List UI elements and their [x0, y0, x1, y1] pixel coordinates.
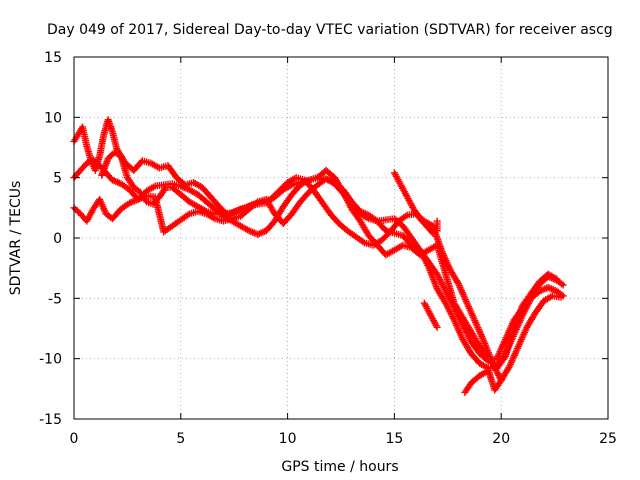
- data-point: [433, 323, 441, 331]
- x-tick-label: 25: [599, 431, 617, 447]
- data-point: [433, 217, 441, 225]
- data-point: [496, 378, 504, 386]
- y-tick-label: -15: [39, 412, 62, 428]
- data-point: [429, 229, 437, 237]
- y-tick-label: -10: [39, 352, 62, 368]
- series-track-a: [70, 156, 567, 365]
- series-track-b: [70, 116, 565, 384]
- y-tick-label: -5: [48, 291, 62, 307]
- y-tick-label: 15: [44, 50, 62, 66]
- data-point: [500, 354, 508, 362]
- axes: [73, 56, 609, 420]
- x-tick-label: 5: [176, 431, 185, 447]
- data-point: [553, 275, 561, 283]
- data-point: [497, 376, 505, 384]
- tick-labels: 0 5 10 15 20 25 -15 -10 -5 0 5 10 15: [39, 50, 617, 447]
- series-track-c: [70, 175, 567, 372]
- data-point: [161, 185, 169, 193]
- data-point: [428, 228, 436, 236]
- x-tick-label: 20: [492, 431, 510, 447]
- series-track-e: [390, 169, 505, 396]
- data-point: [558, 280, 566, 288]
- y-tick-label: 0: [53, 231, 62, 247]
- data-point: [559, 281, 567, 289]
- y-tick-label: 10: [44, 110, 62, 126]
- x-tick-label: 15: [385, 431, 403, 447]
- series-track-d: [98, 148, 561, 372]
- chart-title: Day 049 of 2017, Sidereal Day-to-day VTE…: [47, 22, 613, 38]
- y-tick-label: 5: [53, 171, 62, 187]
- grid-lines: [74, 57, 608, 419]
- data-points: [70, 116, 567, 396]
- x-axis-title: GPS time / hours: [281, 459, 398, 475]
- data-point: [557, 293, 565, 301]
- x-tick-label: 10: [279, 431, 297, 447]
- x-tick-label: 0: [70, 431, 79, 447]
- y-axis-title: SDTVAR / TECUs: [8, 181, 24, 296]
